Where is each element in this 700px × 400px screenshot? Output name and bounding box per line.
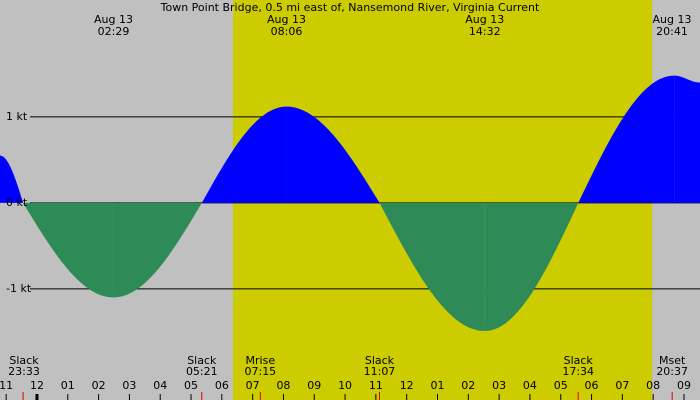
event-label: Slack <box>187 354 217 367</box>
y-tick-label: -1 kt <box>6 282 32 295</box>
event-time: 20:37 <box>656 365 688 378</box>
event-label: Slack <box>365 354 395 367</box>
x-tick-label: 05 <box>184 379 198 392</box>
event-label: Mrise <box>246 354 276 367</box>
chart-title: Town Point Bridge, 0.5 mi east of, Nanse… <box>160 1 540 14</box>
current-segment <box>674 75 700 203</box>
event-time: 05:21 <box>186 365 218 378</box>
max-date: Aug 13 <box>465 13 504 26</box>
event-time: 11:07 <box>364 365 396 378</box>
event-time: 17:34 <box>562 365 594 378</box>
max-date: Aug 13 <box>267 13 306 26</box>
max-time: 20:41 <box>656 25 688 38</box>
max-date: Aug 13 <box>94 13 133 26</box>
current-segment <box>578 75 675 203</box>
current-segment <box>113 202 202 298</box>
x-tick-label: 07 <box>246 379 260 392</box>
x-tick-label: 06 <box>215 379 229 392</box>
x-tick-label: 04 <box>153 379 167 392</box>
max-time: 02:29 <box>98 25 130 38</box>
x-tick-label: 12 <box>30 379 44 392</box>
event-label: Slack <box>9 354 39 367</box>
x-tick-label: 01 <box>61 379 75 392</box>
x-tick-label: 08 <box>276 379 290 392</box>
x-tick-label: 08 <box>646 379 660 392</box>
x-tick-label: 11 <box>369 379 383 392</box>
max-time: 14:32 <box>469 25 501 38</box>
current-segment <box>379 202 485 331</box>
x-tick-label: 09 <box>307 379 321 392</box>
x-tick-label: 01 <box>431 379 445 392</box>
x-tick-label: 02 <box>461 379 475 392</box>
current-segment <box>201 106 287 203</box>
max-time: 08:06 <box>271 25 303 38</box>
x-tick-label: 09 <box>677 379 691 392</box>
y-tick-label: 1 kt <box>6 110 28 123</box>
x-tick-label: 04 <box>523 379 537 392</box>
max-date: Aug 13 <box>653 13 692 26</box>
x-tick-label: 11 <box>0 379 13 392</box>
event-time: 07:15 <box>244 365 276 378</box>
current-segment <box>286 106 380 203</box>
x-tick-label: 10 <box>338 379 352 392</box>
x-tick-label: 06 <box>585 379 599 392</box>
current-segment <box>0 155 24 203</box>
current-segment <box>23 202 114 298</box>
x-tick-label: 03 <box>122 379 136 392</box>
x-tick-label: 12 <box>400 379 414 392</box>
y-tick-label: 0 kt <box>6 196 28 209</box>
x-tick-label: 02 <box>92 379 106 392</box>
x-tick-label: 05 <box>554 379 568 392</box>
x-tick-label: 03 <box>492 379 506 392</box>
event-time: 23:33 <box>8 365 40 378</box>
current-segment <box>484 202 579 331</box>
event-label: Mset <box>659 354 686 367</box>
x-tick-label: 07 <box>615 379 629 392</box>
event-label: Slack <box>564 354 594 367</box>
